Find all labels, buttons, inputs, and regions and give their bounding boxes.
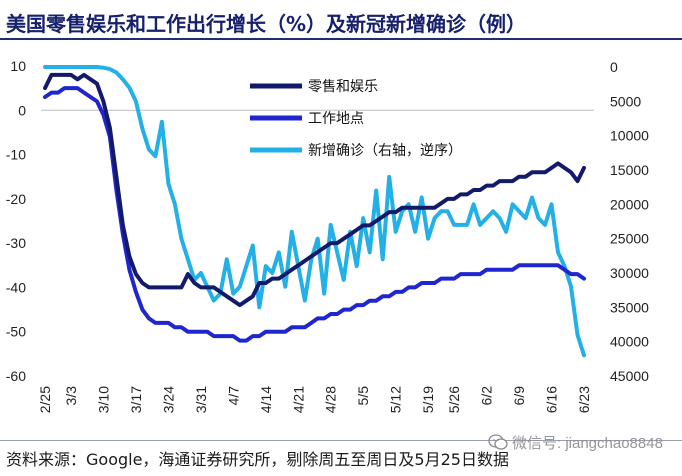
x-tick-label: 5/19: [420, 386, 436, 413]
x-tick-label: 2/25: [37, 386, 53, 413]
x-tick-label: 3/10: [95, 386, 111, 413]
legend-label: 工作地点: [308, 111, 364, 127]
chart-plot: 10 0 -10 -20 -30 -40 -50 -60 0 5000 10000 15000 200…: [6, 58, 649, 413]
y-left-tick-label: 0: [18, 102, 26, 118]
y-left-tick-label: -40: [6, 279, 26, 295]
y-right-tick-label: 35000: [610, 299, 649, 315]
y-left-tick-label: 10: [10, 58, 26, 74]
y-right-tick-label: 0: [610, 59, 618, 75]
watermark-text: 微信号: jiangchao8848: [512, 435, 663, 452]
x-tick-label: 6/2: [479, 386, 495, 406]
x-tick-label: 5/12: [388, 386, 404, 413]
x-tick-label: 3/17: [128, 386, 144, 413]
y-right-tick-label: 5000: [610, 93, 641, 109]
x-tick-label: 3/24: [160, 386, 176, 413]
x-tick-label: 4/21: [290, 386, 306, 413]
series-line-1: [43, 72, 586, 308]
y-left-tick-label: -50: [6, 324, 26, 340]
series-line-3: [43, 65, 586, 358]
x-tick-label: 4/28: [323, 386, 339, 413]
legend-label: 新增确诊（右轴，逆序）: [308, 143, 462, 159]
title-bar: 美国零售娱乐和工作出行增长（%）及新冠新增确诊（例）: [0, 0, 682, 40]
y-right-tick-label: 20000: [610, 196, 649, 212]
y-right-tick-label: 30000: [610, 265, 649, 281]
x-tick-label: 5/5: [355, 386, 371, 406]
x-tick-label: 6/9: [511, 386, 527, 406]
x-tick-label: 4/14: [258, 386, 274, 413]
chart-title: 美国零售娱乐和工作出行增长（%）及新冠新增确诊（例）: [6, 12, 527, 36]
x-tick-label: 3/31: [193, 386, 209, 413]
series-line-2: [43, 86, 586, 343]
legend-label: 零售和娱乐: [308, 79, 378, 95]
y-left-tick-label: -30: [6, 235, 26, 251]
x-tick-label: 4/7: [225, 386, 241, 406]
y-left-tick-label: -20: [6, 191, 26, 207]
y-left-tick-label: -60: [6, 368, 26, 384]
x-tick-label: 3/3: [63, 386, 79, 406]
source-note: 资料来源：Google，海通证券研究所，剔除周五至周日及5月25日数据: [6, 450, 509, 469]
y-left-tick-label: -10: [6, 147, 26, 163]
x-tick-label: 6/23: [576, 386, 592, 413]
x-tick-label: 6/16: [544, 386, 560, 413]
wechat-icon: [488, 434, 508, 450]
x-tick-label: 5/26: [446, 386, 462, 413]
y-right-tick-label: 40000: [610, 334, 649, 350]
y-right-tick-label: 10000: [610, 128, 649, 144]
y-right-tick-label: 15000: [610, 162, 649, 178]
footer-divider: [0, 440, 682, 441]
y-right-tick-label: 25000: [610, 231, 649, 247]
y-right-tick-label: 45000: [610, 368, 649, 384]
